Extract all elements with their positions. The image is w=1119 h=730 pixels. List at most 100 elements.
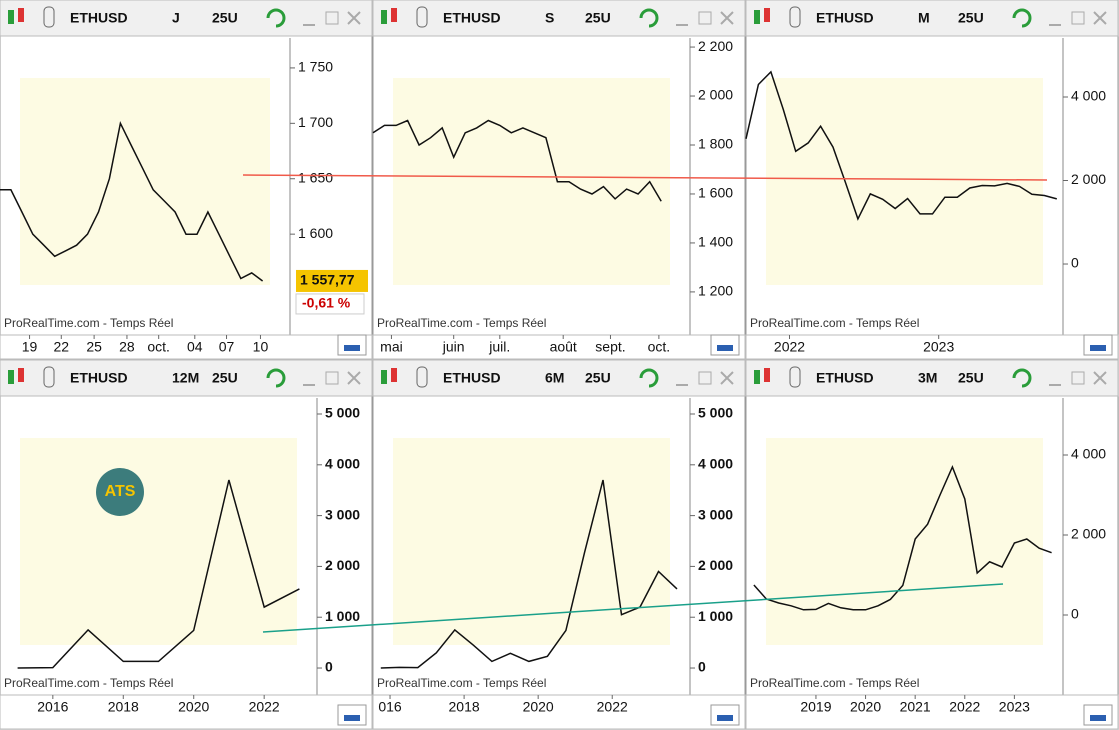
scroll-button-icon[interactable] bbox=[1090, 345, 1106, 351]
candle-icon[interactable] bbox=[381, 370, 387, 384]
candle-icon[interactable] bbox=[764, 368, 770, 382]
y-tick-label: 1 700 bbox=[298, 114, 333, 130]
y-tick-label: 4 000 bbox=[1071, 446, 1106, 462]
units[interactable]: 25U bbox=[585, 10, 611, 26]
y-tick-label: 2 000 bbox=[1071, 171, 1106, 187]
timeframe[interactable]: M bbox=[918, 10, 930, 26]
maximize-button[interactable] bbox=[1071, 11, 1085, 25]
symbol[interactable]: ETHUSD bbox=[70, 10, 128, 26]
close-button[interactable] bbox=[720, 371, 734, 385]
maximize-button[interactable] bbox=[1071, 371, 1085, 385]
x-tick-label: 2022 bbox=[597, 699, 628, 715]
x-tick-label: oct. bbox=[648, 339, 671, 355]
symbol[interactable]: ETHUSD bbox=[443, 10, 501, 26]
x-tick-label: 2019 bbox=[800, 699, 831, 715]
symbol[interactable]: ETHUSD bbox=[70, 370, 128, 386]
y-tick-label: 2 000 bbox=[325, 557, 360, 573]
x-tick-label: mai bbox=[380, 339, 403, 355]
x-tick-label: 2022 bbox=[949, 699, 980, 715]
y-tick-label: 1 000 bbox=[325, 608, 360, 624]
units[interactable]: 25U bbox=[212, 10, 238, 26]
x-tick-label: 19 bbox=[22, 339, 38, 355]
candle-icon[interactable] bbox=[18, 368, 24, 382]
toolbar bbox=[0, 0, 373, 37]
maximize-button[interactable] bbox=[325, 11, 339, 25]
candle-icon[interactable] bbox=[8, 10, 14, 24]
scroll-button-icon[interactable] bbox=[717, 715, 733, 721]
price-label: 1 557,77 bbox=[300, 272, 355, 288]
scroll-button-icon[interactable] bbox=[717, 345, 733, 351]
toolbar bbox=[745, 0, 1119, 37]
x-axis-strip bbox=[372, 334, 746, 360]
candle-icon[interactable] bbox=[391, 368, 397, 382]
close-button[interactable] bbox=[347, 371, 361, 385]
scroll-button-icon[interactable] bbox=[344, 345, 360, 351]
close-button[interactable] bbox=[347, 11, 361, 25]
timeframe[interactable]: 12M bbox=[172, 370, 199, 386]
candle-icon[interactable] bbox=[391, 8, 397, 22]
refresh-icon[interactable] bbox=[266, 8, 286, 28]
link-icon[interactable] bbox=[789, 366, 801, 388]
symbol[interactable]: ETHUSD bbox=[443, 370, 501, 386]
candle-icon[interactable] bbox=[381, 10, 387, 24]
maximize-button[interactable] bbox=[325, 371, 339, 385]
units[interactable]: 25U bbox=[212, 370, 238, 386]
price-line bbox=[745, 70, 1057, 221]
x-axis-strip bbox=[745, 334, 1119, 360]
watermark: ProRealTime.com - Temps Réel bbox=[377, 316, 546, 330]
price-line bbox=[17, 479, 300, 669]
y-tick-label: 4 000 bbox=[698, 456, 733, 472]
link-icon[interactable] bbox=[416, 6, 428, 28]
toolbar bbox=[372, 0, 746, 37]
maximize-button[interactable] bbox=[698, 371, 712, 385]
price-tag bbox=[296, 269, 368, 292]
timeframe[interactable]: J bbox=[172, 10, 180, 26]
units[interactable]: 25U bbox=[958, 10, 984, 26]
link-icon[interactable] bbox=[789, 6, 801, 28]
candle-icon[interactable] bbox=[18, 8, 24, 22]
refresh-icon[interactable] bbox=[1012, 8, 1032, 28]
timeframe[interactable]: S bbox=[545, 10, 554, 26]
chart-panel: ETHUSD J 25U 19 22 25 28 oct. 04 07 10 1 600 1 650 1 … bbox=[0, 0, 373, 360]
y-tick-label: 0 bbox=[698, 659, 706, 675]
logo-text: ATS bbox=[105, 483, 136, 500]
symbol[interactable]: ETHUSD bbox=[816, 10, 874, 26]
link-icon[interactable] bbox=[416, 366, 428, 388]
link-icon[interactable] bbox=[43, 366, 55, 388]
scroll-button-icon[interactable] bbox=[1090, 715, 1106, 721]
band-fill bbox=[393, 438, 670, 645]
timeframe[interactable]: 3M bbox=[918, 370, 937, 386]
refresh-icon[interactable] bbox=[639, 8, 659, 28]
refresh-icon[interactable] bbox=[639, 368, 659, 388]
x-tick-label: 2020 bbox=[850, 699, 881, 715]
logo bbox=[96, 468, 144, 516]
refresh-icon[interactable] bbox=[266, 368, 286, 388]
watermark: ProRealTime.com - Temps Réel bbox=[750, 676, 919, 690]
close-button[interactable] bbox=[720, 11, 734, 25]
price-line bbox=[0, 120, 264, 282]
candle-icon[interactable] bbox=[764, 8, 770, 22]
maximize-button[interactable] bbox=[698, 11, 712, 25]
toolbar bbox=[0, 359, 373, 397]
change-label: -0,61 % bbox=[302, 295, 351, 311]
timeframe[interactable]: 6M bbox=[545, 370, 564, 386]
y-tick-label: 1 000 bbox=[698, 608, 733, 624]
x-tick-label: 2021 bbox=[900, 699, 931, 715]
y-tick-label: 1 800 bbox=[698, 136, 733, 152]
link-icon[interactable] bbox=[43, 6, 55, 28]
candle-icon[interactable] bbox=[754, 10, 760, 24]
chart-panel: ETHUSD 6M 25U 016 2018 2020 2022 0 1 000 2 000 3 0… bbox=[372, 359, 746, 730]
units[interactable]: 25U bbox=[585, 370, 611, 386]
close-button[interactable] bbox=[1093, 11, 1107, 25]
close-button[interactable] bbox=[1093, 371, 1107, 385]
scroll-button-icon[interactable] bbox=[344, 715, 360, 721]
refresh-icon[interactable] bbox=[1012, 368, 1032, 388]
candle-icon[interactable] bbox=[8, 370, 14, 384]
symbol[interactable]: ETHUSD bbox=[816, 370, 874, 386]
candle-icon[interactable] bbox=[754, 370, 760, 384]
y-tick-label: 0 bbox=[1071, 606, 1079, 622]
units[interactable]: 25U bbox=[958, 370, 984, 386]
y-tick-label: 1 600 bbox=[298, 225, 333, 241]
x-tick-label: 2022 bbox=[774, 339, 805, 355]
